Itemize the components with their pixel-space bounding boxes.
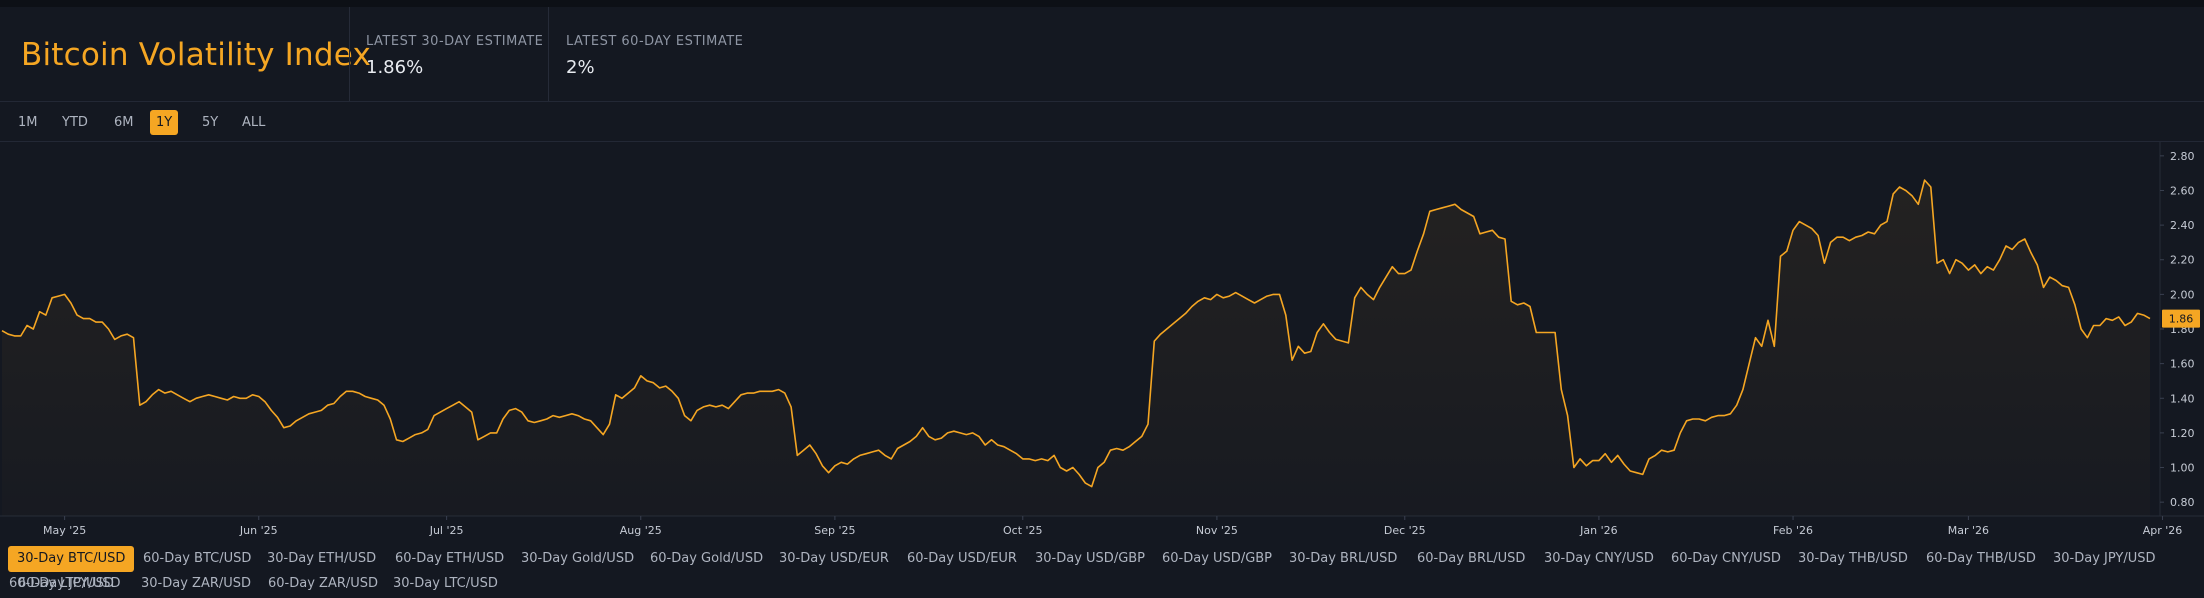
x-tick-label: Feb '26: [1773, 524, 1813, 537]
header-divider: [548, 7, 549, 101]
range-button-all[interactable]: ALL: [242, 115, 266, 130]
x-tick-label: Jan '26: [1579, 524, 1617, 537]
tab-60-day-thb-usd[interactable]: 60-Day THB/USD: [1926, 551, 2036, 566]
y-tick-label: 2.00: [2170, 288, 2195, 301]
x-tick-label: Apr '26: [2143, 524, 2183, 537]
tab-30-day-zar-usd[interactable]: 30-Day ZAR/USD: [141, 576, 252, 591]
stat-label: LATEST 60-DAY ESTIMATE: [566, 34, 744, 49]
x-tick-label: Mar '26: [1948, 524, 1989, 537]
top-strip: [0, 0, 2204, 7]
tab-60-day-usd-gbp[interactable]: 60-Day USD/GBP: [1162, 551, 1273, 566]
range-button-ytd[interactable]: YTD: [62, 115, 88, 130]
tab-30-day-jpy-usd[interactable]: 30-Day JPY/USD: [2053, 551, 2156, 566]
tab-60-day-usd-eur[interactable]: 60-Day USD/EUR: [907, 551, 1017, 566]
stat-value: 1.86%: [366, 57, 424, 78]
tab-30-day-ltc-usd[interactable]: 30-Day LTC/USD: [393, 576, 498, 591]
tab-60-day-btc-usd[interactable]: 60-Day BTC/USD: [143, 551, 252, 566]
range-button-1y[interactable]: 1Y: [150, 110, 179, 135]
tab-60-day-brl-usd[interactable]: 60-Day BRL/USD: [1417, 551, 1526, 566]
stat-label: LATEST 30-DAY ESTIMATE: [366, 34, 544, 49]
y-tick-label: 1.60: [2170, 358, 2195, 371]
y-tick-label: 1.40: [2170, 392, 2195, 405]
y-tick-label: 2.60: [2170, 184, 2195, 197]
tab-60-day-eth-usd[interactable]: 60-Day ETH/USD: [395, 551, 505, 566]
x-tick-label: May '25: [43, 524, 86, 537]
tab-30-day-btc-usd[interactable]: 30-Day BTC/USD: [8, 546, 135, 572]
last-value-badge: [2162, 309, 2200, 328]
tab-30-day-usd-gbp[interactable]: 30-Day USD/GBP: [1035, 551, 1146, 566]
range-button-6m[interactable]: 6M: [114, 115, 134, 130]
tab-30-day-eth-usd[interactable]: 30-Day ETH/USD: [267, 551, 377, 566]
series-area: [2, 180, 2150, 516]
tab-60-day-gold-usd[interactable]: 60-Day Gold/USD: [650, 551, 764, 566]
stat-60-day: LATEST 60-DAY ESTIMATE 2%: [566, 34, 743, 78]
tab-60-day-cny-usd[interactable]: 60-Day CNY/USD: [1671, 551, 1781, 566]
range-button-1m[interactable]: 1M: [18, 115, 38, 130]
x-tick-label: Oct '25: [1003, 524, 1043, 537]
y-tick-label: 1.00: [2170, 462, 2195, 475]
x-tick-label: Dec '25: [1384, 524, 1426, 537]
series-line: [1, 179, 2151, 488]
y-tick-label: 2.40: [2170, 219, 2195, 232]
volatility-chart: 0.80 1.00 1.20 1.40 1.60 1.80 2.00 2.20 2.40 2.60…: [0, 142, 2204, 542]
y-tick-label: 1.20: [2170, 427, 2195, 440]
range-button-5y[interactable]: 5Y: [202, 115, 219, 130]
tab-30-day-usd-eur[interactable]: 30-Day USD/EUR: [779, 551, 889, 566]
y-tick-label: 2.20: [2170, 254, 2195, 267]
stat-30-day: LATEST 30-DAY ESTIMATE 1.86%: [366, 34, 543, 78]
page-title: Bitcoin Volatility Index: [21, 37, 372, 73]
tab-60-day-zar-usd[interactable]: 60-Day ZAR/USD: [268, 576, 379, 591]
tab-30-day-thb-usd[interactable]: 30-Day THB/USD: [1798, 551, 1908, 566]
tab-30-day-gold-usd[interactable]: 30-Day Gold/USD: [521, 551, 635, 566]
x-tick-label: Jul '25: [429, 524, 464, 537]
x-tick-label: Jun '25: [239, 524, 278, 537]
x-tick-label: Aug '25: [620, 524, 662, 537]
header: Bitcoin Volatility Index LATEST 30-DAY E…: [0, 7, 2204, 102]
tab-60-day-ltc-usd[interactable]: 60-Day LTC/USD: [9, 576, 114, 591]
y-tick-label: 2.80: [2170, 150, 2195, 163]
range-selector: 1M YTD 6M 1Y 5Y ALL: [0, 103, 2204, 142]
pair-tabs: 30-Day BTC/USD 60-Day BTC/USD 30-Day ETH/U…: [0, 546, 2204, 598]
tab-60-day-jpy-usd[interactable]: 60-Day JPY/USD: [18, 576, 121, 591]
x-tick-label: Sep '25: [814, 524, 855, 537]
y-tick-label: 0.80: [2170, 496, 2195, 509]
chart-svg: 0.801.001.201.401.601.802.002.202.402.60…: [0, 142, 2204, 537]
tab-30-day-brl-usd[interactable]: 30-Day BRL/USD: [1289, 551, 1398, 566]
header-divider: [349, 7, 350, 101]
x-tick-label: Nov '25: [1196, 524, 1238, 537]
tab-30-day-cny-usd[interactable]: 30-Day CNY/USD: [1544, 551, 1654, 566]
stat-value: 2%: [566, 57, 595, 78]
last-value-label: 1.86: [2169, 313, 2194, 326]
